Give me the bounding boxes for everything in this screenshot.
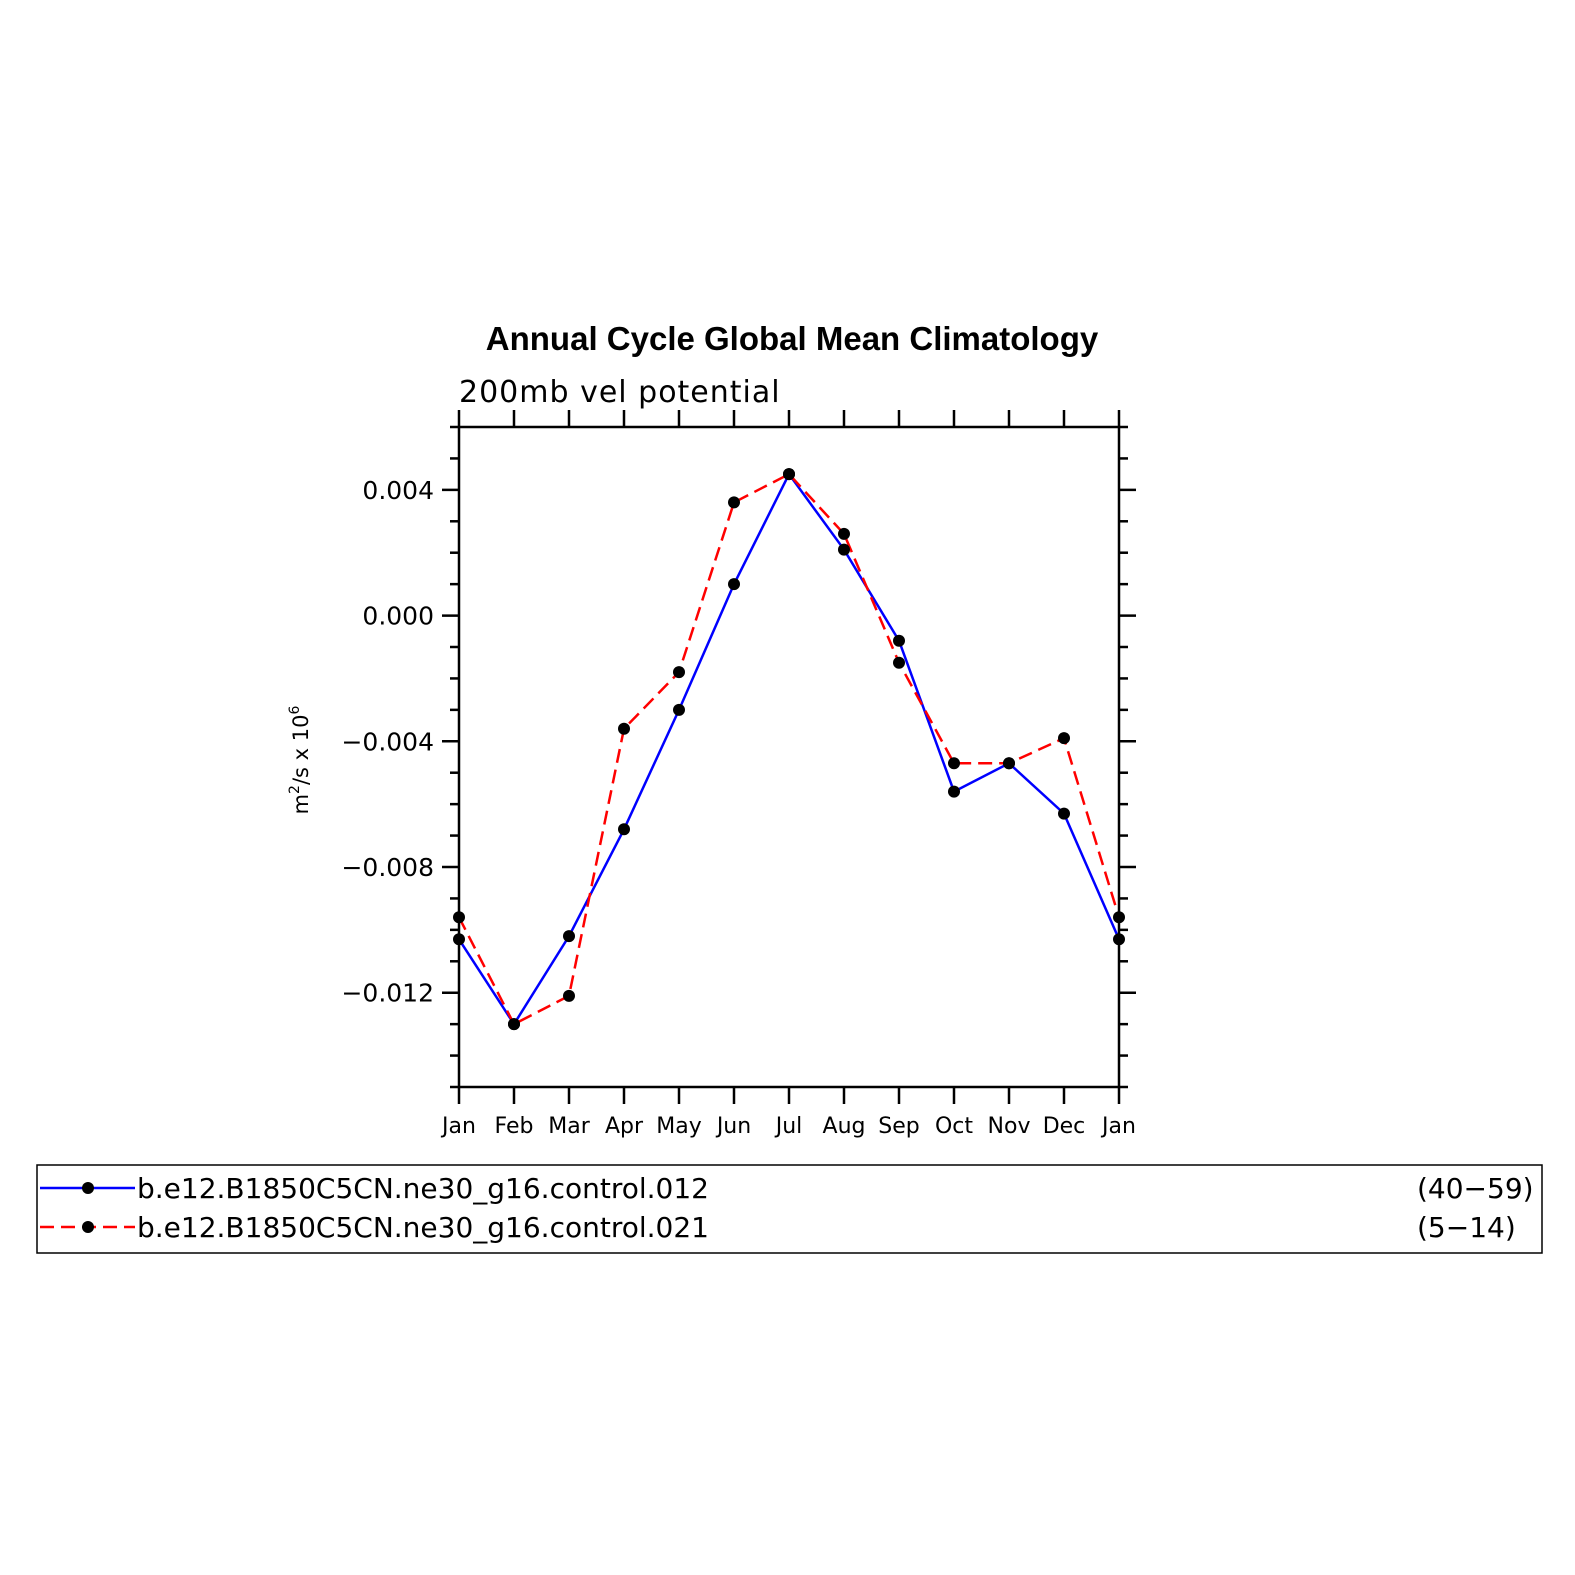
data-point [563,989,575,1002]
data-point [453,911,465,924]
svg-text:m2/s x 106: m2/s x 106 [287,706,313,815]
series-lines [453,468,1125,1031]
x-tick-label: Oct [935,1114,973,1139]
data-point [728,578,740,591]
data-point [618,823,630,836]
data-point [673,666,685,679]
legend-label: b.e12.B1850C5CN.ne30_g16.control.012 [137,1172,709,1205]
y-tick-label: 0.000 [362,602,434,631]
series-line [457,472,1121,1026]
data-point [948,757,960,770]
y-tick-label: −0.004 [341,727,434,756]
data-point [1058,732,1070,745]
x-tick-label: Dec [1043,1114,1086,1139]
data-point [1113,933,1125,946]
legend-box [36,1164,1543,1254]
x-tick-label: Jul [774,1114,803,1139]
data-point [673,703,685,716]
data-point [1058,807,1070,820]
data-point [618,722,630,735]
data-point [453,933,465,946]
data-point [508,1018,520,1031]
x-tick-label: Feb [495,1114,534,1139]
x-tick-label: Nov [988,1114,1031,1139]
x-tick-label: Mar [548,1114,590,1139]
data-point [728,496,740,509]
x-tick-label: Sep [878,1114,919,1139]
chart-subtitle: 200mb vel potential [459,375,781,410]
ylabel-exp2: 6 [287,706,303,715]
legend-years: (40−59) [1417,1172,1534,1205]
y-tick-label: 0.004 [362,476,434,505]
x-tick-label: May [656,1114,701,1139]
data-point [893,634,905,647]
data-point [1113,911,1125,924]
x-tick-label: Apr [605,1114,644,1139]
data-point [783,468,795,481]
legend: b.e12.B1850C5CN.ne30_g16.control.012 (40−… [36,1164,1543,1254]
series-line [457,471,1121,1027]
y-tick-label: −0.008 [341,853,434,882]
data-point [948,785,960,798]
x-tick-label: Jan [1100,1114,1136,1139]
data-point [563,930,575,943]
ylabel-mid: /s x 10 [289,715,313,786]
data-point [893,656,905,669]
ylabel-exp1: 2 [287,785,303,794]
ylabel-base: m [289,794,313,814]
legend-years: (5−14) [1417,1211,1516,1244]
legend-label: b.e12.B1850C5CN.ne30_g16.control.021 [137,1211,709,1244]
data-point [1003,757,1015,770]
y-tick-labels: 0.004 0.000 −0.004 −0.008 −0.012 [341,476,434,1008]
chart-title: Annual Cycle Global Mean Climatology [486,320,1099,357]
axis-ticks [442,410,1136,1104]
x-tick-label: Jun [715,1114,751,1139]
x-tick-label: Aug [823,1114,866,1139]
y-axis-label: m2/s x 106 [287,706,313,815]
legend-marker [82,1221,94,1233]
legend-marker [82,1182,94,1194]
x-tick-label: Jan [440,1114,476,1139]
data-point [838,527,850,540]
data-point [838,543,850,556]
x-tick-labels: Jan Feb Mar Apr May Jun Jul Aug Sep Oct Nov Dec Jan [440,1114,1136,1139]
y-tick-label: −0.012 [341,979,434,1008]
